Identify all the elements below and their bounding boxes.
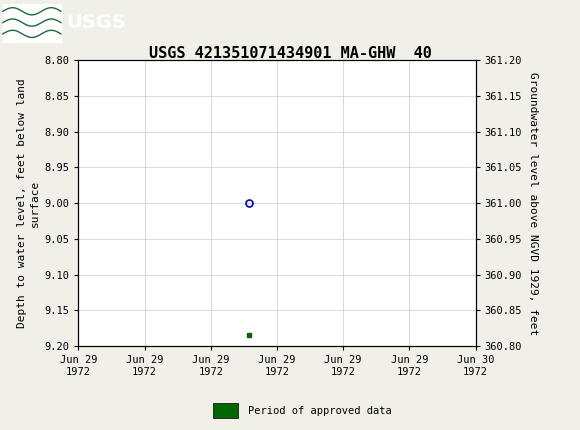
- Bar: [213, 403, 238, 418]
- Text: USGS: USGS: [67, 13, 126, 32]
- Y-axis label: Depth to water level, feet below land
surface: Depth to water level, feet below land su…: [17, 78, 40, 328]
- Text: USGS 421351071434901 MA-GHW  40: USGS 421351071434901 MA-GHW 40: [148, 46, 432, 61]
- Y-axis label: Groundwater level above NGVD 1929, feet: Groundwater level above NGVD 1929, feet: [528, 71, 538, 335]
- FancyBboxPatch shape: [3, 3, 61, 42]
- Text: Period of approved data: Period of approved data: [248, 405, 392, 416]
